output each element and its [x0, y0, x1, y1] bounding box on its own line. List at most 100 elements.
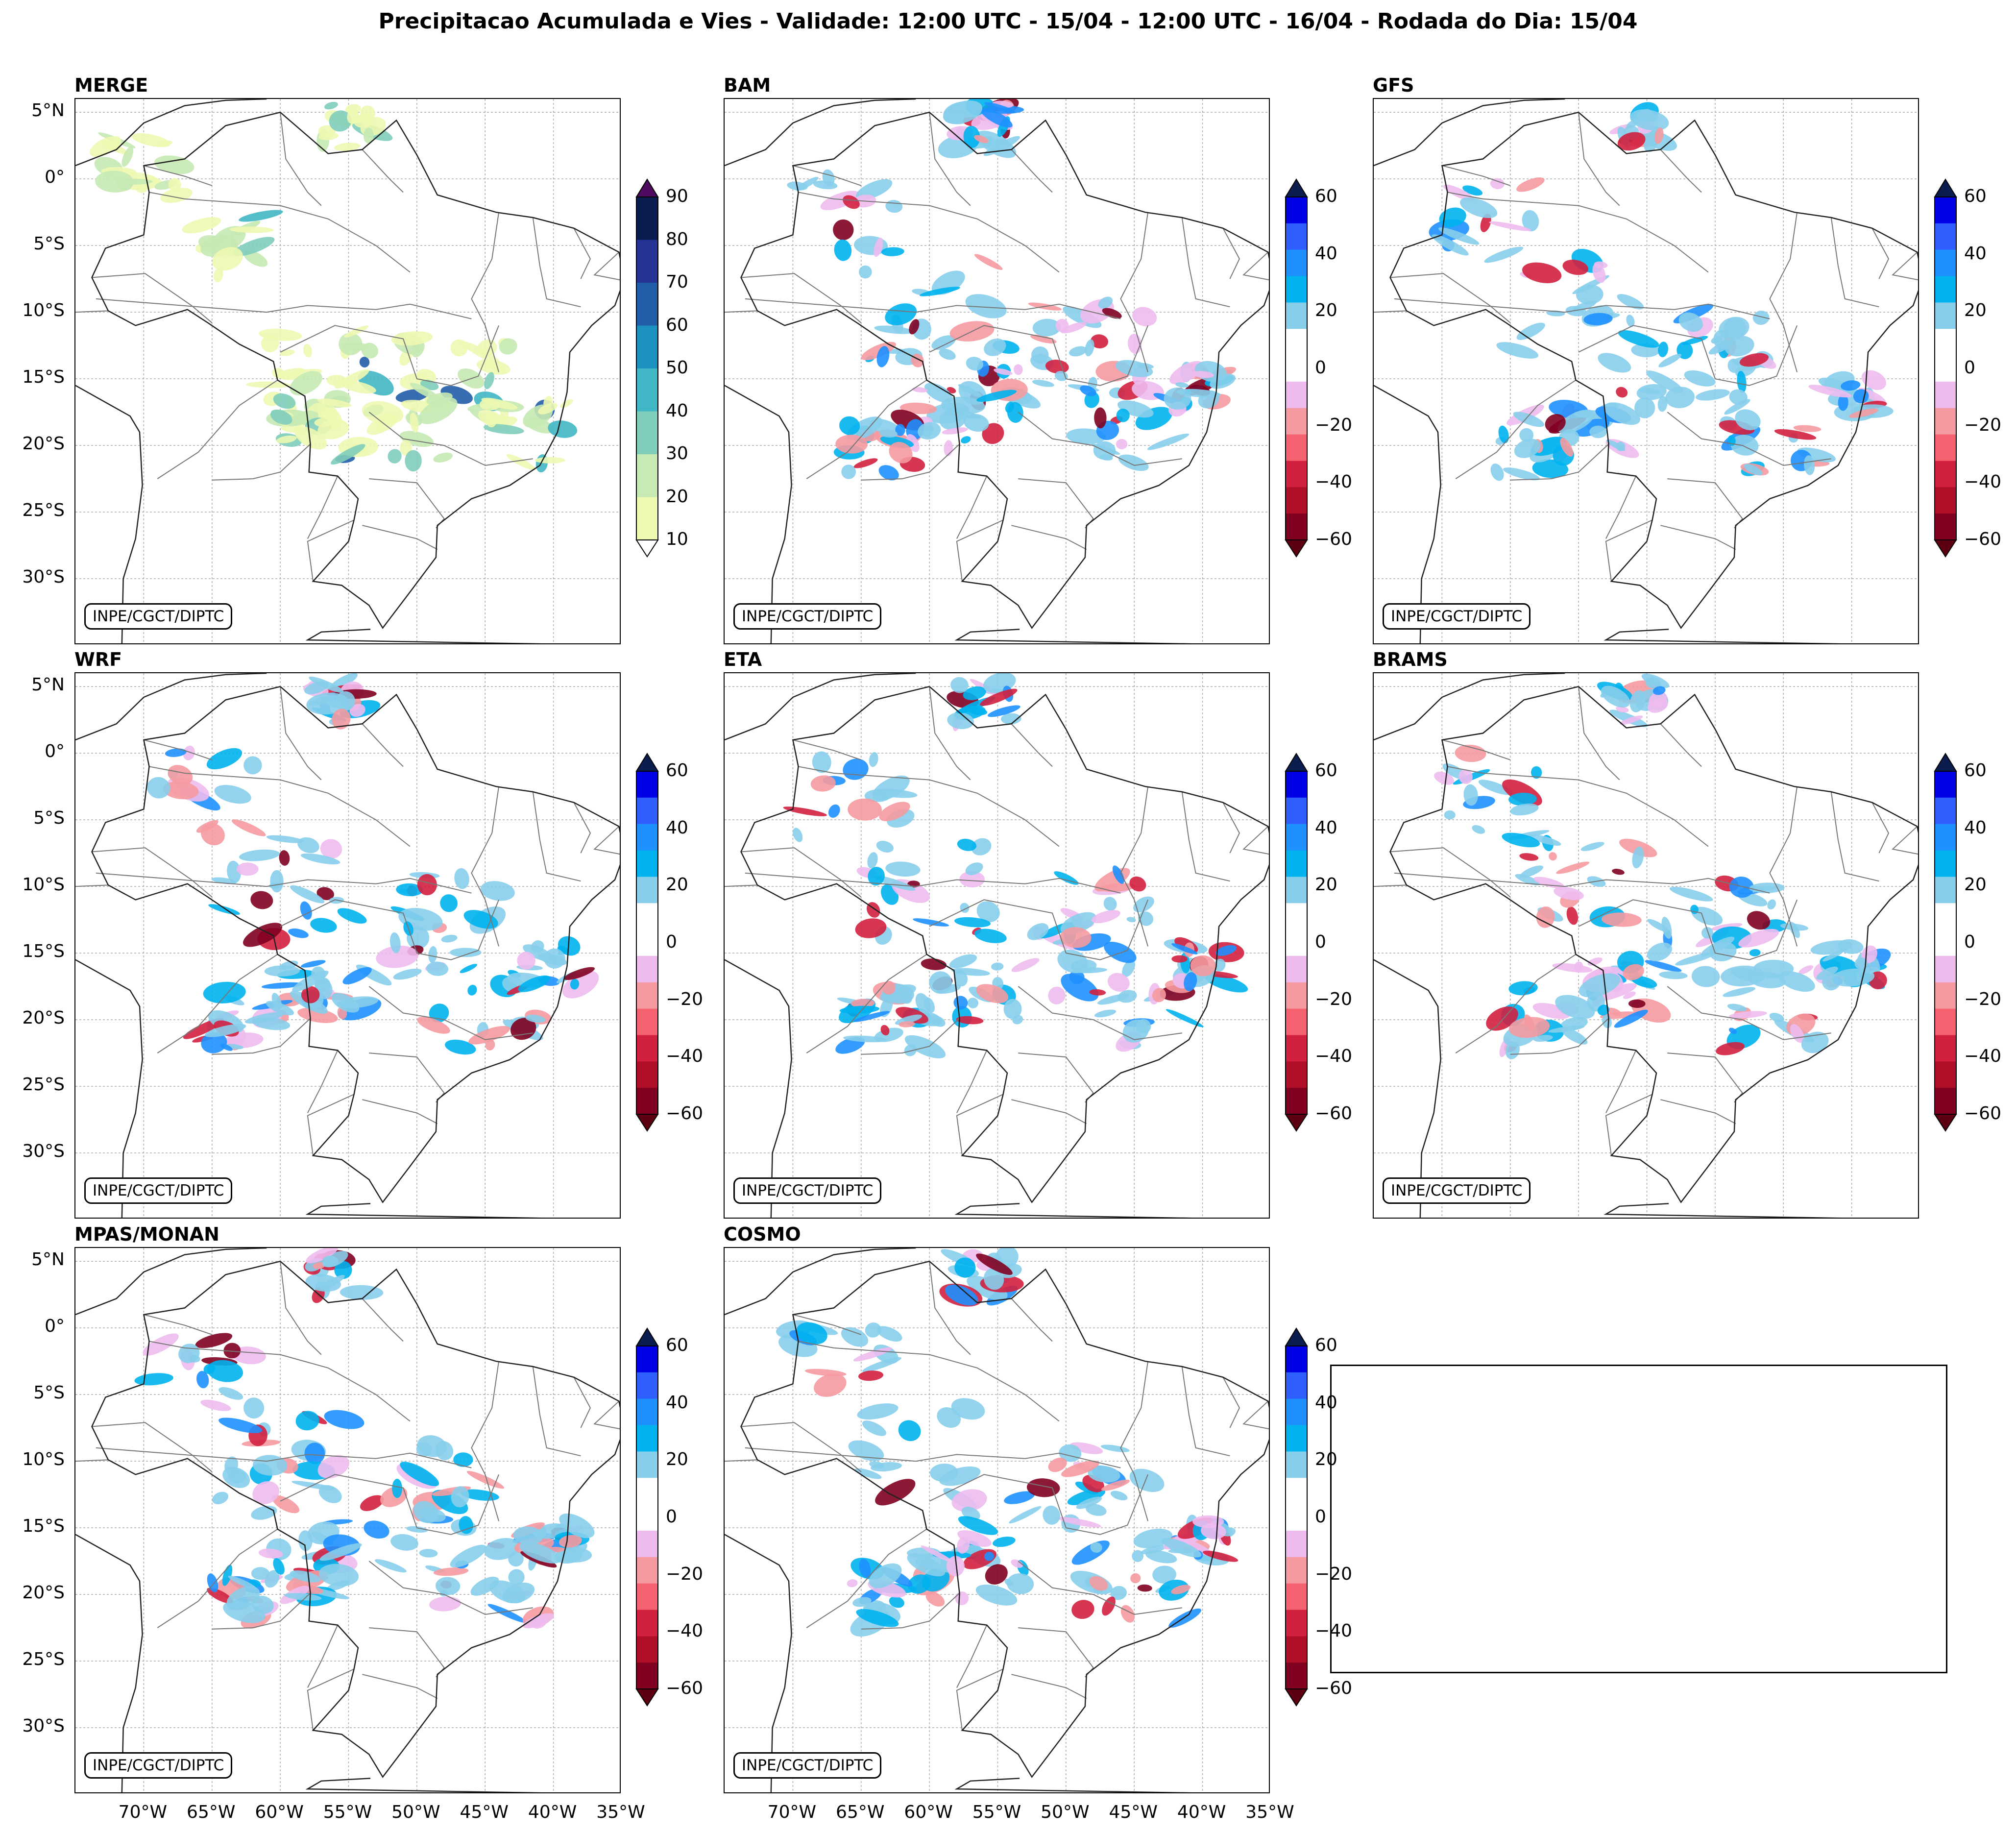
precip-cell: [959, 871, 985, 888]
precip-cell: [1094, 407, 1107, 429]
precip-cell: [284, 1593, 322, 1601]
precip-cell: [347, 108, 359, 124]
precip-cell: [445, 1039, 476, 1055]
precip-cell: [272, 1495, 300, 1514]
state-border: [956, 1094, 1004, 1156]
state-border: [956, 476, 988, 539]
precip-cell: [168, 178, 181, 192]
state-border: [1578, 899, 1798, 960]
precip-cell: [246, 381, 291, 388]
colorbar-tick-label: 40: [1315, 1392, 1337, 1413]
precip-cell: [1091, 910, 1120, 924]
brazil-border: [740, 685, 1269, 1203]
brazil-border: [1389, 111, 1918, 629]
precip-cell: [534, 457, 565, 464]
lon-label: 70°W: [118, 1802, 168, 1822]
state-border: [956, 1668, 1004, 1731]
precip-cell: [1190, 955, 1216, 977]
precip-cell: [292, 970, 329, 992]
precip-cell: [1602, 912, 1642, 927]
precip-cell: [261, 982, 303, 989]
precip-cell: [273, 1558, 285, 1575]
state-border: [1018, 1627, 1094, 1678]
colorbar-segment: [1286, 1530, 1307, 1558]
precip-cell: [313, 1262, 325, 1270]
precip-cell: [330, 444, 365, 465]
state-border: [1871, 228, 1890, 279]
colorbar-segment: [636, 1663, 658, 1689]
precip-cell: [318, 1485, 342, 1503]
colorbar-segment: [636, 1451, 658, 1478]
lat-label: 15°S: [22, 1516, 65, 1537]
state-border: [861, 1018, 960, 1055]
state-border: [861, 443, 960, 481]
panel-title: GFS: [1373, 74, 1414, 96]
colorbar-tick-label: −20: [1315, 1564, 1352, 1584]
precip-cell: [320, 1275, 345, 1290]
precip-cell: [1489, 221, 1531, 231]
colorbar-tick-label: −20: [1964, 415, 2001, 435]
precip-cell: [460, 964, 478, 973]
precip-cell: [1626, 315, 1635, 327]
brazil-border: [91, 685, 620, 1203]
state-border: [307, 1094, 355, 1156]
colorbar-tick-label: 20: [1315, 1449, 1337, 1470]
precip-cell: [1171, 1585, 1191, 1594]
precip-cell: [480, 881, 515, 901]
colorbar-tick-label: −60: [1315, 1103, 1352, 1124]
precip-cell: [982, 423, 1004, 444]
precip-cell: [889, 441, 913, 464]
state-border: [362, 1099, 438, 1125]
precip-cell: [214, 784, 251, 804]
state-border: [1018, 1052, 1094, 1103]
colorbar-segment: [1935, 329, 1956, 356]
precip-cell: [188, 1355, 200, 1363]
precip-cell: [1678, 312, 1703, 332]
precip-cell: [361, 342, 379, 359]
precip-cell: [847, 1579, 858, 1588]
colorbar-segment: [1286, 355, 1307, 382]
colorbar-over-triangle: [635, 178, 659, 197]
precip-cell: [1861, 370, 1886, 390]
precip-cell: [957, 1530, 992, 1547]
state-border: [307, 1668, 355, 1731]
state-border: [1455, 379, 1577, 479]
precip-cell: [858, 265, 872, 279]
precip-cell: [1532, 1003, 1570, 1019]
state-border: [1011, 1099, 1087, 1125]
precip-cell: [196, 820, 219, 833]
state-border: [1830, 217, 1879, 308]
state-border: [157, 1528, 278, 1628]
precip-cell: [814, 1373, 847, 1397]
colorbar-segment: [636, 929, 658, 956]
precip-cell: [1711, 923, 1743, 931]
precip-cell: [1508, 792, 1537, 806]
state-border: [793, 1314, 862, 1335]
precip-cell: [1032, 380, 1054, 387]
colorbar-tick-label: 80: [666, 229, 688, 249]
precip-cell: [1728, 1027, 1737, 1034]
precip-cell: [1462, 185, 1483, 196]
colorbar-tick-label: −40: [1315, 472, 1352, 492]
precip-cell: [343, 325, 369, 338]
precip-cell: [1444, 810, 1456, 820]
lon-label: 35°W: [1245, 1802, 1294, 1822]
credit-label: INPE/CGCT/DIPTC: [733, 603, 882, 630]
precip-cell: [1169, 361, 1204, 385]
precip-cell: [390, 1534, 418, 1551]
precip-cell: [329, 110, 352, 132]
precip-cell: [912, 387, 928, 392]
map-canvas: [75, 673, 620, 1218]
state-border: [1892, 826, 1918, 855]
precip-cell: [1007, 1573, 1034, 1594]
lat-label: 30°S: [22, 567, 65, 587]
precip-cell: [450, 339, 468, 357]
lon-label: 40°W: [1177, 1802, 1226, 1822]
colorbar-over-triangle: [635, 753, 659, 772]
precip-cell: [976, 390, 1017, 402]
map-canvas: [1374, 99, 1918, 643]
precip-cell: [295, 1411, 319, 1431]
precip-cell: [843, 1035, 887, 1043]
precip-cell: [406, 1526, 428, 1533]
precip-cell: [470, 1576, 499, 1596]
